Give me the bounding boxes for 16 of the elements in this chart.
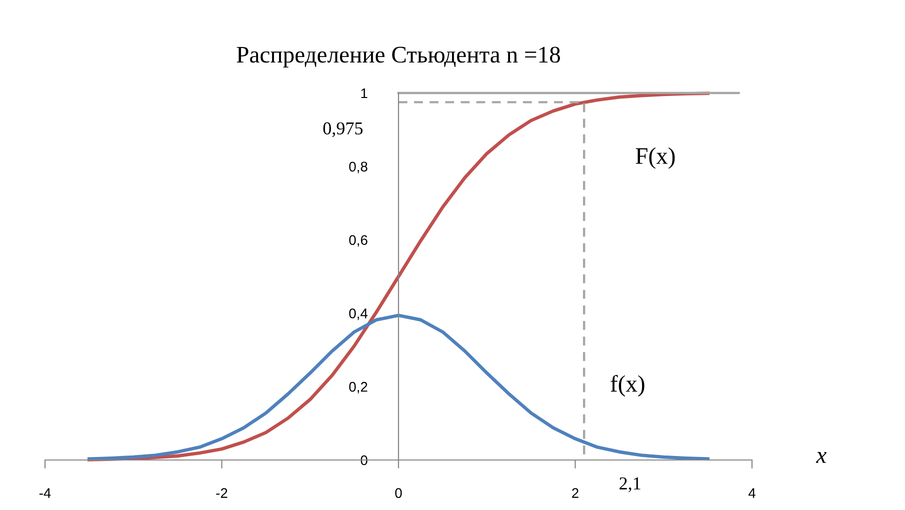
x-tick-label: 0 [395,488,402,498]
text: F(x) [636,147,675,169]
annotation: 2,1 [620,477,640,492]
y-tick-label: 1 [361,88,368,98]
x-tick-label: 2 [572,488,578,498]
x-tick-label: -4 [39,488,51,498]
x-axis-title: x [816,452,827,463]
x-tick-label: -2 [216,488,228,498]
y-tick-label: 0,8 [349,162,368,174]
y-tick-label: 0,6 [349,235,368,247]
x-tick-label: 4 [748,488,756,498]
y-tick-label: 0,4 [349,308,368,320]
text: f(x) [610,374,644,397]
chart-title: Распределение Стьюдента n =18 [236,46,560,68]
annotation: 0,975 [323,122,363,138]
y-tick-label: 0,2 [349,382,368,394]
